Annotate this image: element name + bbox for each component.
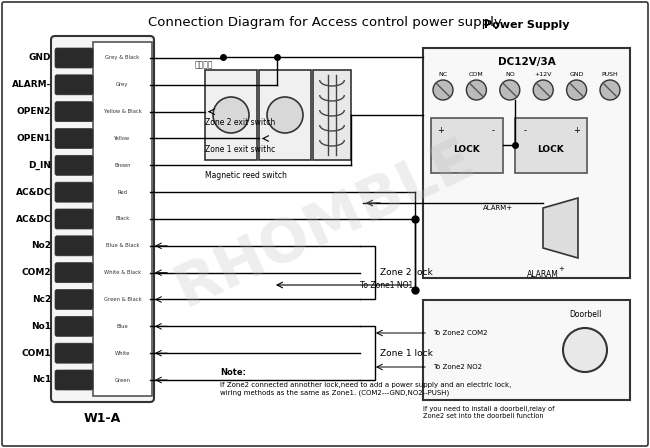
Text: DC12V/3A: DC12V/3A <box>498 57 555 67</box>
FancyBboxPatch shape <box>55 263 93 283</box>
Text: GND: GND <box>29 53 51 63</box>
Text: COM1: COM1 <box>21 349 51 358</box>
Text: RHOMBLE: RHOMBLE <box>166 130 484 318</box>
FancyBboxPatch shape <box>55 129 93 148</box>
Text: OPEN1: OPEN1 <box>17 134 51 143</box>
Text: W1-A: W1-A <box>84 412 121 425</box>
Circle shape <box>567 80 586 100</box>
Circle shape <box>600 80 620 100</box>
Circle shape <box>563 328 607 372</box>
Text: Zone 2 exit switch: Zone 2 exit switch <box>205 118 275 127</box>
FancyBboxPatch shape <box>55 343 93 363</box>
Text: Black: Black <box>115 216 130 221</box>
Text: If you need to install a doorbell,relay of
Zone2 set into the doorbell function: If you need to install a doorbell,relay … <box>423 406 554 419</box>
Text: AC&DC: AC&DC <box>16 188 51 197</box>
Text: NC: NC <box>439 72 448 77</box>
FancyBboxPatch shape <box>55 236 93 256</box>
Bar <box>93 42 152 396</box>
Text: Connection Diagram for Access control power supply: Connection Diagram for Access control po… <box>148 16 502 29</box>
FancyBboxPatch shape <box>205 70 257 160</box>
Text: Blue: Blue <box>116 324 129 329</box>
Text: Grey: Grey <box>116 82 129 87</box>
Text: Brown: Brown <box>114 163 131 168</box>
Text: +: + <box>558 266 564 272</box>
FancyBboxPatch shape <box>51 36 154 402</box>
Circle shape <box>213 97 249 133</box>
Text: Green: Green <box>114 378 131 383</box>
Text: If Zone2 connected annother lock,need to add a power supply and an electric lock: If Zone2 connected annother lock,need to… <box>220 382 512 396</box>
Text: +: + <box>437 126 445 135</box>
Text: PUSH: PUSH <box>602 72 618 77</box>
Text: Nc1: Nc1 <box>32 375 51 384</box>
Text: OPEN2: OPEN2 <box>17 107 51 116</box>
Text: Note:: Note: <box>220 368 246 377</box>
FancyBboxPatch shape <box>55 209 93 229</box>
Text: D_IN: D_IN <box>28 161 51 170</box>
Text: Zone 1 exit swithc: Zone 1 exit swithc <box>205 145 275 154</box>
Text: GND: GND <box>569 72 584 77</box>
Text: White: White <box>115 351 130 356</box>
Text: LOCK: LOCK <box>538 145 564 154</box>
Circle shape <box>267 97 303 133</box>
Polygon shape <box>543 198 578 258</box>
Text: Yellow: Yellow <box>114 136 131 141</box>
Bar <box>423 48 630 278</box>
Text: -: - <box>491 126 495 135</box>
Text: COM: COM <box>469 72 484 77</box>
Bar <box>431 118 503 173</box>
Text: -: - <box>523 126 526 135</box>
Text: Power Supply: Power Supply <box>484 20 569 30</box>
Text: Zone 1 lock: Zone 1 lock <box>380 349 433 358</box>
Bar <box>515 118 587 173</box>
Text: Red: Red <box>118 190 127 195</box>
Text: Nc2: Nc2 <box>32 295 51 304</box>
Text: No1: No1 <box>31 322 51 331</box>
FancyBboxPatch shape <box>55 370 93 390</box>
Text: No2: No2 <box>31 241 51 250</box>
Circle shape <box>500 80 520 100</box>
Text: NO: NO <box>505 72 515 77</box>
Text: Blue & Black: Blue & Black <box>106 243 139 248</box>
Text: To Zone2 NO2: To Zone2 NO2 <box>433 364 482 370</box>
Text: ALARAM: ALARAM <box>527 270 559 279</box>
FancyBboxPatch shape <box>55 75 93 95</box>
Text: Doorbell: Doorbell <box>569 310 601 319</box>
Text: +12V: +12V <box>534 72 552 77</box>
Text: Yellow & Black: Yellow & Black <box>103 109 142 114</box>
FancyBboxPatch shape <box>55 182 93 202</box>
Text: ALARM+: ALARM+ <box>483 205 513 211</box>
Text: AC&DC: AC&DC <box>16 215 51 224</box>
Text: Grey & Black: Grey & Black <box>105 56 140 60</box>
Text: Zone 2 lock: Zone 2 lock <box>380 268 433 277</box>
Circle shape <box>433 80 453 100</box>
FancyBboxPatch shape <box>55 48 93 68</box>
Text: Magnetic reed switch: Magnetic reed switch <box>205 171 287 181</box>
Text: ALARM-: ALARM- <box>12 80 51 89</box>
Circle shape <box>533 80 553 100</box>
Text: +: + <box>573 126 580 135</box>
Circle shape <box>467 80 486 100</box>
FancyBboxPatch shape <box>55 155 93 175</box>
Text: COM2: COM2 <box>21 268 51 277</box>
Text: To Zone1 NO1: To Zone1 NO1 <box>359 280 413 289</box>
FancyBboxPatch shape <box>55 102 93 122</box>
FancyBboxPatch shape <box>313 70 351 160</box>
Text: To Zone2 COM2: To Zone2 COM2 <box>433 330 488 336</box>
FancyBboxPatch shape <box>259 70 311 160</box>
Text: LOCK: LOCK <box>454 145 480 154</box>
Text: White & Black: White & Black <box>104 270 141 275</box>
Text: Green & Black: Green & Black <box>103 297 142 302</box>
FancyBboxPatch shape <box>55 289 93 310</box>
Text: 机器负极: 机器负极 <box>195 60 213 69</box>
FancyBboxPatch shape <box>55 316 93 336</box>
Bar <box>423 300 630 400</box>
